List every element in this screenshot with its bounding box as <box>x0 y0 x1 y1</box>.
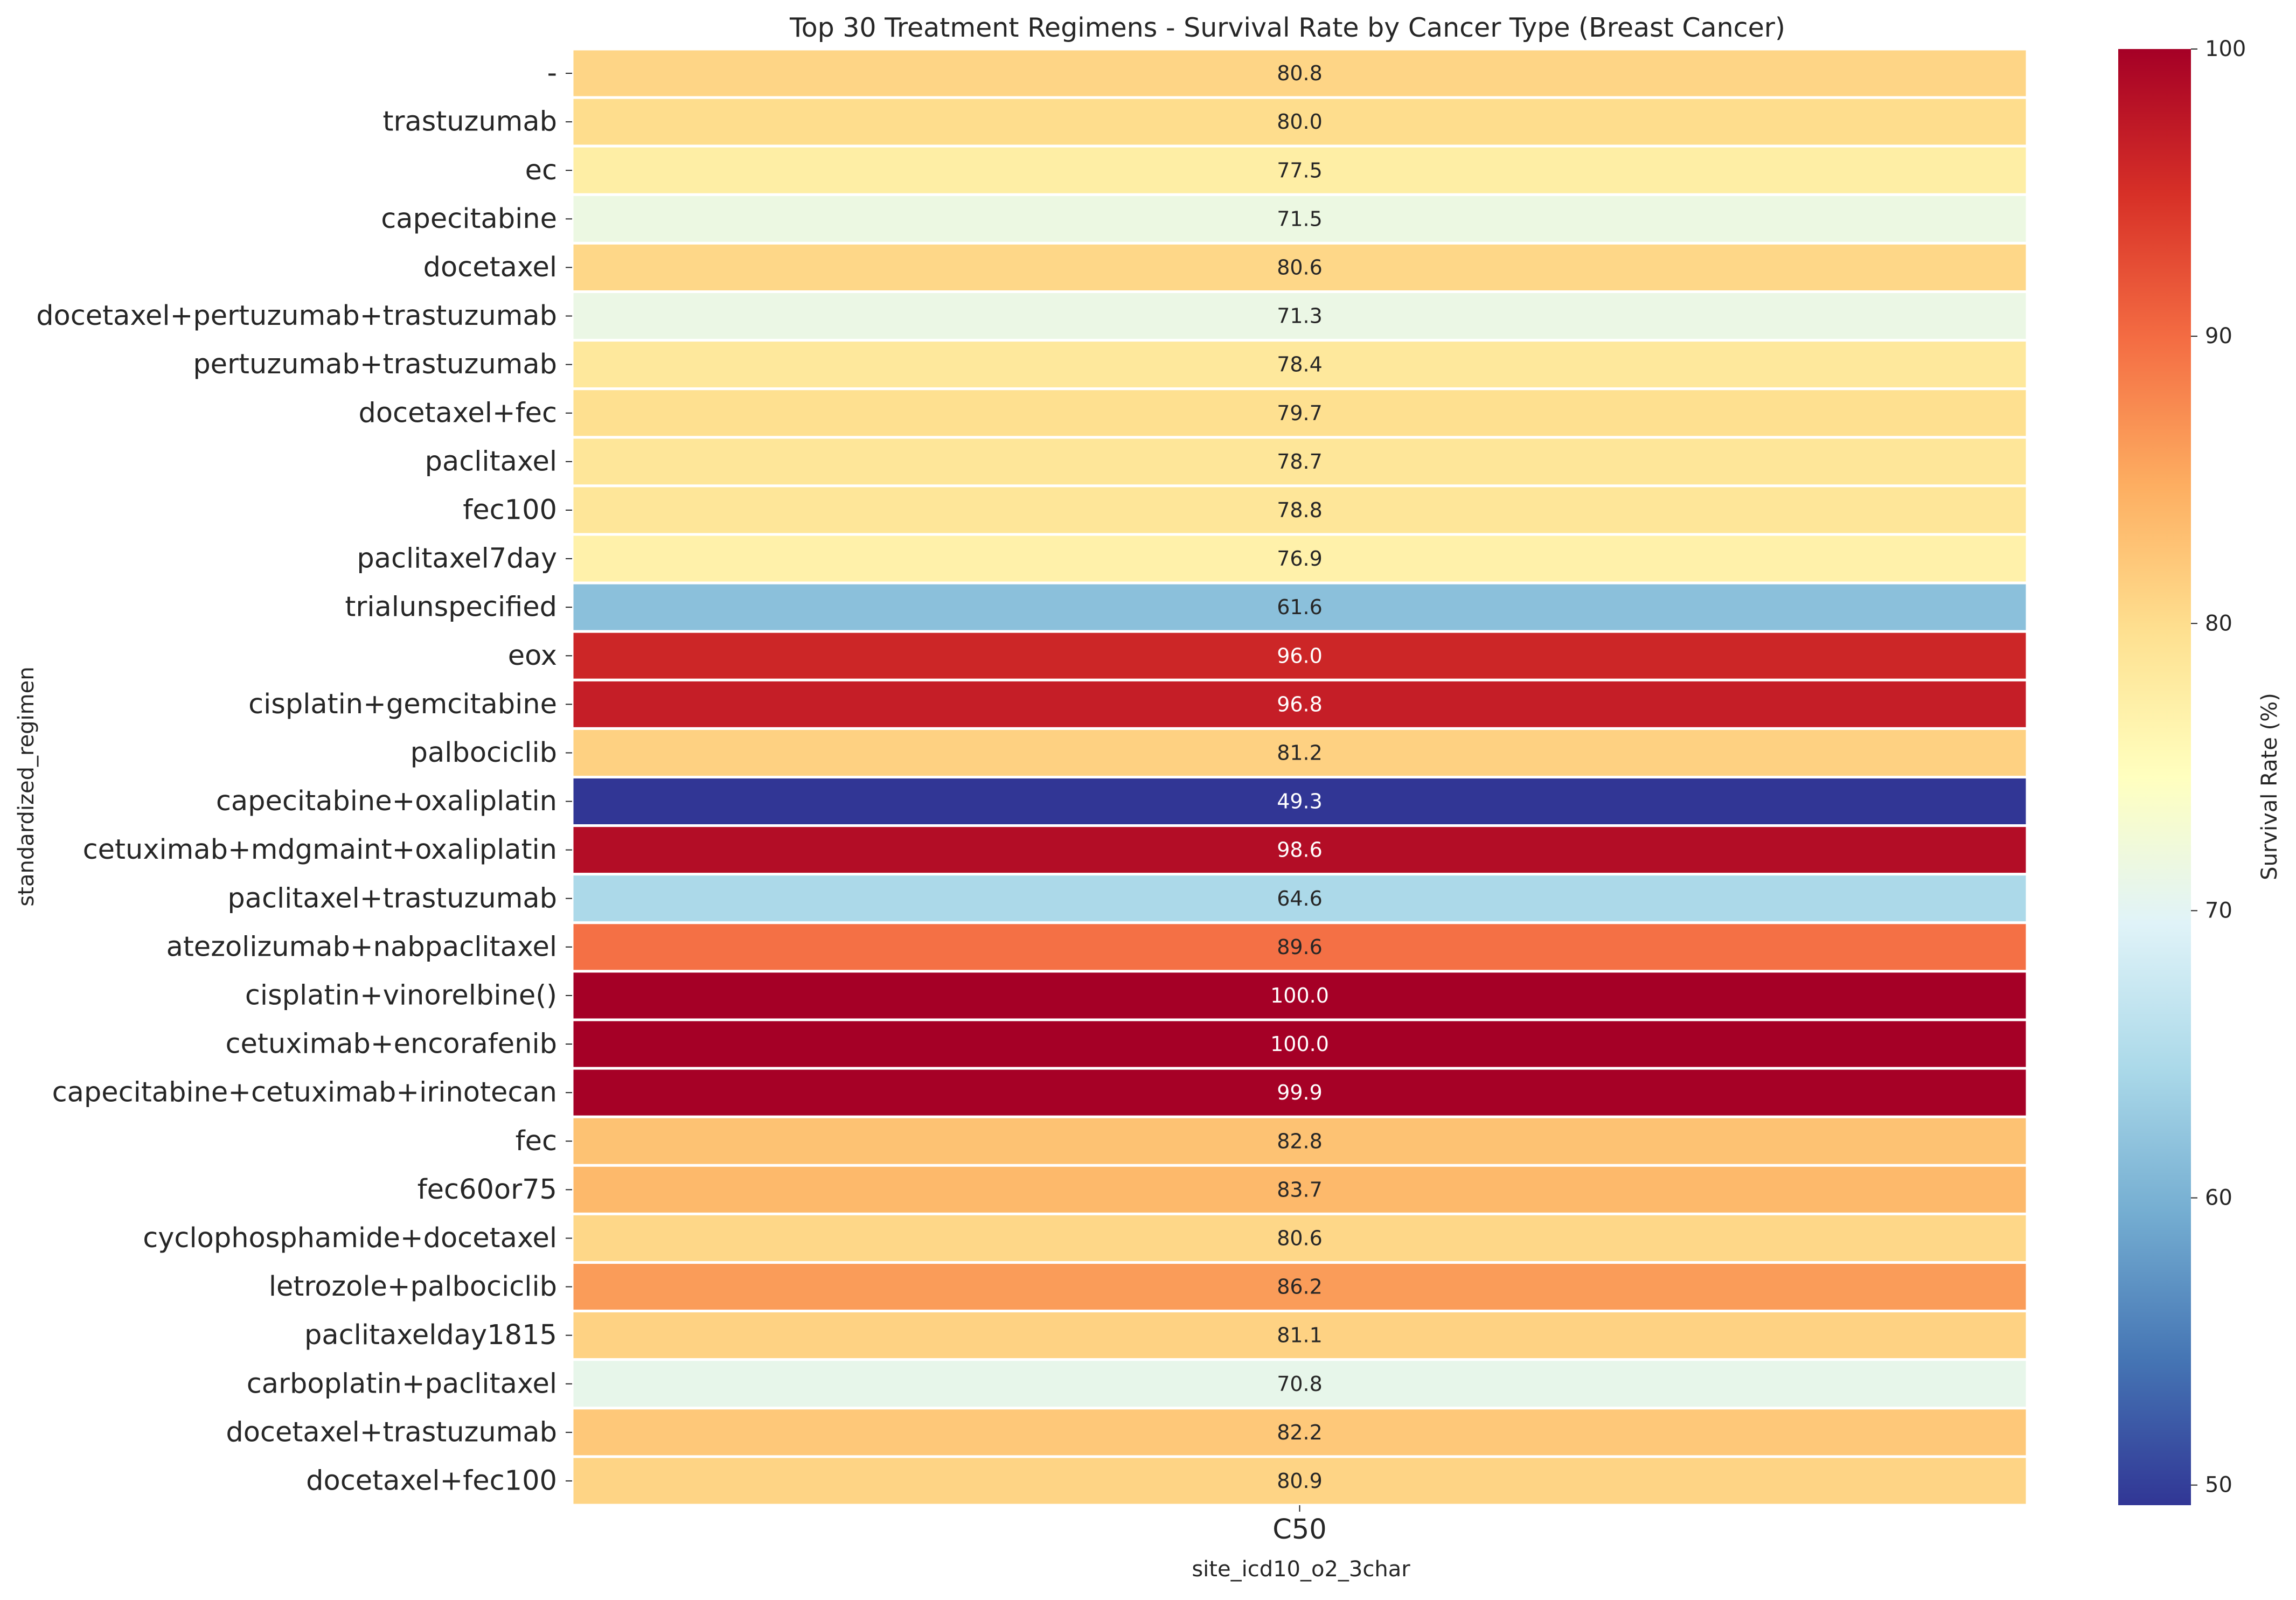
y-tick-label: trastuzumab <box>382 106 557 138</box>
cell-value-label: 100.0 <box>1270 984 1329 1007</box>
colorbar-tick-label: 50 <box>2205 1473 2232 1498</box>
heatmap-cell <box>570 1115 2029 1167</box>
colorbar-tick-label: 90 <box>2205 324 2232 349</box>
y-tick-label: ec <box>525 155 557 186</box>
heatmap-cell <box>570 1407 2029 1458</box>
colorbar-tick-label: 100 <box>2205 37 2246 61</box>
cell-value-label: 89.6 <box>1277 935 1323 959</box>
y-tick-label: paclitaxel7day <box>357 543 557 575</box>
heatmap-cell <box>570 96 2029 148</box>
heatmap-cell <box>570 970 2029 1021</box>
cell-value-label: 83.7 <box>1277 1178 1323 1201</box>
cell-value-label: 79.7 <box>1277 401 1323 425</box>
y-tick-label: paclitaxelday1815 <box>304 1319 557 1351</box>
y-tick-label: paclitaxel <box>425 446 557 477</box>
y-tick-labels: - trastuzumab ec capecitabine docetaxel docet… <box>36 58 572 1497</box>
colorbar-gradient <box>2118 49 2191 1505</box>
y-tick-label: cisplatin+vinorelbine() <box>245 979 557 1011</box>
y-tick-label: docetaxel+fec100 <box>306 1465 557 1497</box>
x-axis-label: site_icd10_o2_3char <box>1192 1557 1410 1582</box>
heatmap-cell <box>570 581 2029 633</box>
heatmap-cell <box>570 533 2029 585</box>
colorbar: 50 60 70 80 90 100 Survival Rate (%) <box>2118 37 2282 1505</box>
y-tick-label: pertuzumab+trastuzumab <box>193 349 557 380</box>
y-tick-label: docetaxel+pertuzumab+trastuzumab <box>36 300 557 332</box>
heatmap-cells: 80.8 80.0 77.5 71.5 80.6 71.3 78.4 79.7 78.7 78.8… <box>570 47 2029 1507</box>
y-tick-label: docetaxel <box>423 252 557 283</box>
y-axis-label: standardized_regimen <box>14 666 39 906</box>
y-tick-label: atezolizumab+nabpaclitaxel <box>166 931 557 963</box>
heatmap-cell <box>570 193 2029 245</box>
y-tick-label: eox <box>508 640 557 672</box>
cell-value-label: 82.2 <box>1277 1421 1323 1444</box>
cell-value-label: 96.8 <box>1277 692 1323 716</box>
y-tick-label: cyclophosphamide+docetaxel <box>143 1222 557 1254</box>
y-tick-label: fec60or75 <box>418 1174 557 1206</box>
cell-value-label: 76.9 <box>1277 547 1323 571</box>
y-tick-label: docetaxel+fec <box>358 397 557 429</box>
heatmap-cell <box>570 1455 2029 1507</box>
cell-value-label: 80.0 <box>1277 110 1323 134</box>
y-tick-label: carboplatin+paclitaxel <box>247 1368 557 1400</box>
colorbar-tick-label: 70 <box>2205 898 2232 923</box>
y-tick-label: palbociclib <box>411 737 557 769</box>
y-tick-label: paclitaxel+trastuzumab <box>227 882 557 914</box>
cell-value-label: 78.4 <box>1277 353 1323 377</box>
x-tick-labels: C50 <box>1272 1505 1327 1546</box>
cell-value-label: 80.6 <box>1277 255 1323 279</box>
cell-value-label: 96.0 <box>1277 644 1323 667</box>
cell-value-label: 49.3 <box>1277 790 1323 813</box>
cell-value-label: 80.8 <box>1277 61 1323 85</box>
y-tick-label: cetuximab+encorafenib <box>226 1028 558 1060</box>
cell-value-label: 98.6 <box>1277 838 1323 862</box>
cell-value-label: 99.9 <box>1277 1081 1323 1104</box>
x-tick-label: C50 <box>1272 1514 1327 1546</box>
cell-value-label: 80.9 <box>1277 1469 1323 1493</box>
cell-value-label: 71.3 <box>1277 304 1323 328</box>
y-tick-label: capecitabine+cetuximab+irinotecan <box>52 1077 557 1109</box>
y-tick-label: cetuximab+mdgmaint+oxaliplatin <box>83 834 557 866</box>
y-tick-label: docetaxel+trastuzumab <box>226 1416 557 1448</box>
cell-value-label: 77.5 <box>1277 158 1323 182</box>
y-tick-label: cisplatin+gemcitabine <box>248 688 557 720</box>
colorbar-label: Survival Rate (%) <box>2257 693 2282 880</box>
cell-value-label: 78.8 <box>1277 498 1323 522</box>
y-tick-label: fec100 <box>463 494 557 526</box>
y-tick-label: trialunspecified <box>345 592 557 623</box>
cell-value-label: 64.6 <box>1277 887 1323 910</box>
y-tick-label: capecitabine <box>381 203 557 235</box>
y-tick-label: capecitabine+oxaliplatin <box>216 785 557 817</box>
heatmap-cell <box>570 921 2029 973</box>
heatmap-cell <box>570 1067 2029 1118</box>
cell-value-label: 82.8 <box>1277 1129 1323 1153</box>
cell-value-label: 86.2 <box>1277 1275 1323 1299</box>
heatmap-cell <box>570 678 2029 730</box>
cell-value-label: 61.6 <box>1277 595 1323 619</box>
cell-value-label: 80.6 <box>1277 1226 1323 1250</box>
cell-value-label: 81.1 <box>1277 1324 1323 1347</box>
colorbar-ticks: 50 60 70 80 90 100 <box>2191 37 2246 1498</box>
colorbar-tick-label: 80 <box>2205 611 2232 636</box>
cell-value-label: 81.2 <box>1277 741 1323 764</box>
y-tick-label: letrozole+palbociclib <box>269 1271 557 1303</box>
cell-value-label: 70.8 <box>1277 1372 1323 1396</box>
cell-value-label: 71.5 <box>1277 207 1323 231</box>
heatmap-cell <box>570 1261 2029 1313</box>
cell-value-label: 100.0 <box>1270 1032 1329 1056</box>
cell-value-label: 78.7 <box>1277 450 1323 474</box>
heatmap-cell <box>570 1358 2029 1410</box>
colorbar-tick-label: 60 <box>2205 1186 2232 1211</box>
y-tick-label: - <box>547 58 557 89</box>
chart-title: Top 30 Treatment Regimens - Survival Rat… <box>789 12 1785 43</box>
y-tick-label: fec <box>516 1125 557 1157</box>
